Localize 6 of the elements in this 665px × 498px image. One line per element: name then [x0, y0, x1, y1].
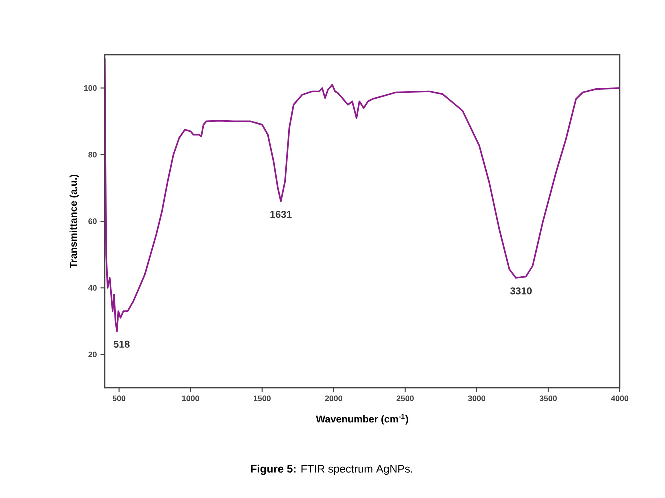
x-axis-title: Wavenumber (cm$^{-1}$) [316, 414, 408, 425]
annotation: 3310 [510, 288, 532, 295]
text: Figure 5: FTIR spectrum AgNPs. [251, 464, 412, 476]
annotation: 1631 [270, 211, 292, 218]
annotation: 518 [114, 340, 130, 348]
y-axis-title: Transmittance (a.u.) [70, 174, 80, 268]
